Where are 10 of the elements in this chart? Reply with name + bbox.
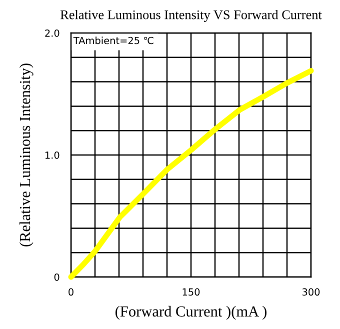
x-tick-label: 150 bbox=[182, 288, 200, 296]
annotation: TAmbient=25 ℃ bbox=[73, 36, 154, 44]
x-axis-title: (Forward Current )(mA ) bbox=[116, 306, 266, 320]
x-tick-label: 0 bbox=[68, 288, 74, 296]
y-axis-title: (Relative Luminous Intensity) bbox=[19, 64, 34, 246]
y-tick-label: 1.0 bbox=[45, 151, 60, 159]
y-tick-label: 2.0 bbox=[45, 29, 60, 37]
chart-title: Relative Luminous Intensity VS Forward Current bbox=[60, 10, 322, 22]
x-tick-label: 300 bbox=[302, 288, 320, 296]
y-tick-label: 0 bbox=[54, 273, 60, 281]
